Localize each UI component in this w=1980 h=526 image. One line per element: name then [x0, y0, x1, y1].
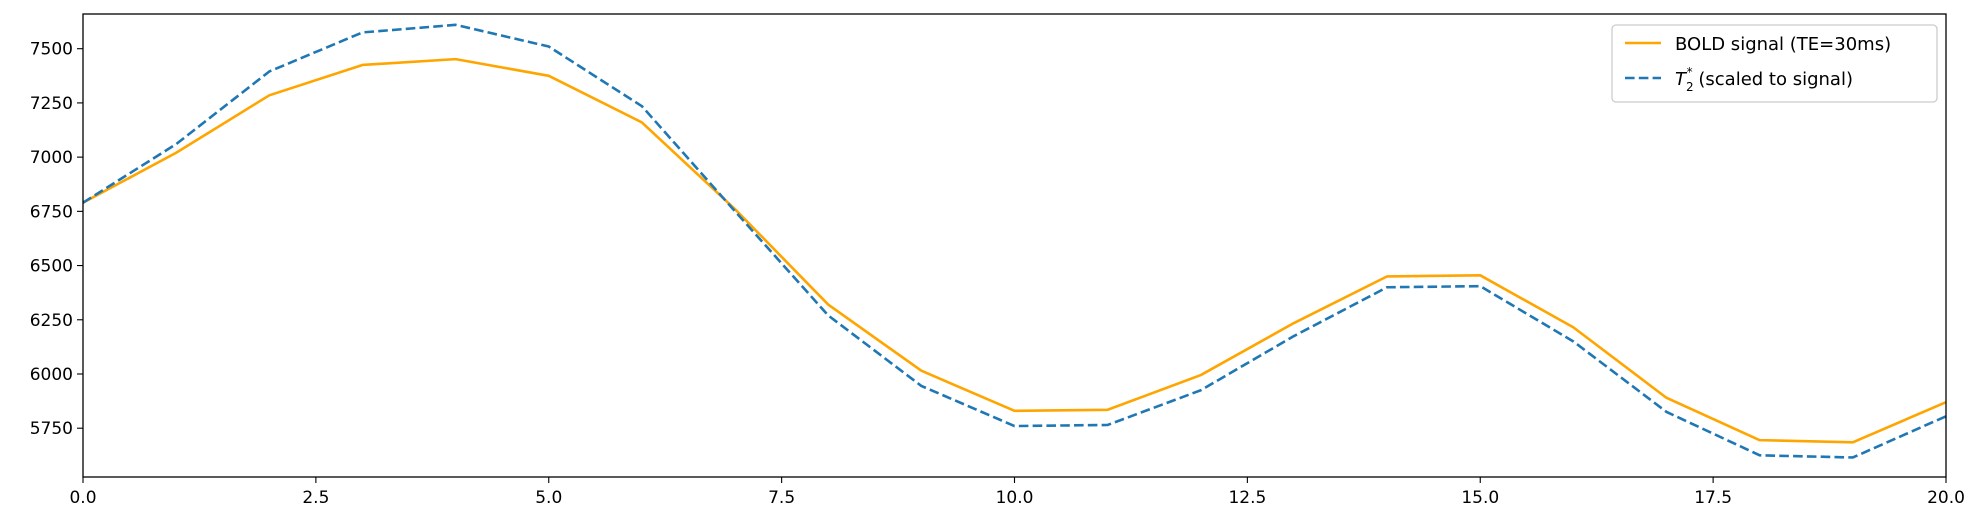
- y-tick-label: 7000: [30, 148, 73, 168]
- y-tick-label: 6500: [30, 257, 73, 277]
- x-tick-label: 20.0: [1927, 488, 1965, 508]
- legend-label-t2-rest: (scaled to signal): [1693, 69, 1853, 90]
- y-tick-label: 7500: [30, 40, 73, 60]
- y-tick-label: 6250: [30, 311, 73, 331]
- legend-label-t2-superscript: *: [1687, 65, 1693, 79]
- x-tick-label: 15.0: [1461, 488, 1499, 508]
- x-tick-label: 7.5: [768, 488, 795, 508]
- x-tick-label: 12.5: [1228, 488, 1266, 508]
- x-tick-label: 0.0: [69, 488, 96, 508]
- legend-label-t2-base: T: [1675, 69, 1688, 90]
- series-layer: [82, 23, 1947, 459]
- axes-layer: 0.0 2.5 5.0 7.5 10.0 12.5 15.0 17.5 20.0 5750 6000…: [30, 13, 1965, 508]
- x-tick-label: 10.0: [996, 488, 1034, 508]
- series-line-t2-star: [82, 23, 1947, 459]
- y-tick-label: 6750: [30, 202, 73, 222]
- y-tick-label: 7250: [30, 94, 73, 114]
- y-tick-label: 6000: [30, 365, 73, 385]
- y-tick-label: 5750: [30, 419, 73, 439]
- legend-label-t2-subscript: 2: [1686, 80, 1694, 94]
- x-tick-label: 2.5: [302, 488, 329, 508]
- legend-label-t2-star: T2* (scaled to signal): [1675, 65, 1853, 94]
- legend: BOLD signal (TE=30ms) T2* (scaled to sig…: [1611, 24, 1938, 103]
- x-tick-label: 5.0: [535, 488, 562, 508]
- series-line-bold-signal: [82, 57, 1947, 444]
- legend-box: [1611, 24, 1938, 103]
- x-tick-label: 17.5: [1694, 488, 1732, 508]
- legend-label-bold-signal: BOLD signal (TE=30ms): [1675, 34, 1891, 55]
